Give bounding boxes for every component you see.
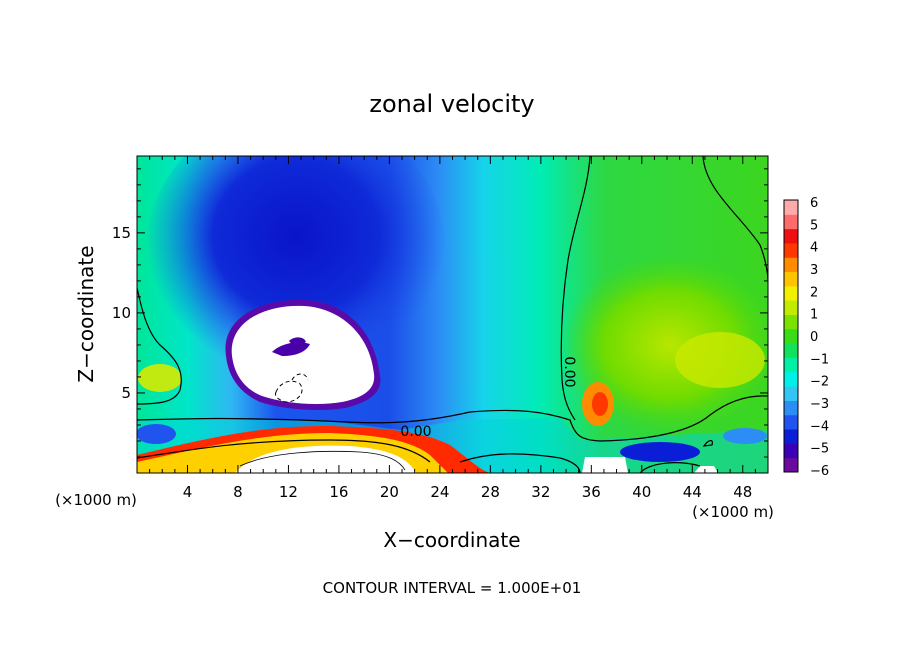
colorbar-tick-label: −2 xyxy=(810,375,829,390)
colorbar-swatch xyxy=(784,371,798,387)
x-tick-label: 20 xyxy=(380,483,399,501)
x-tick-label: 16 xyxy=(329,483,348,501)
colorbar-swatch xyxy=(784,285,798,301)
colorbar-swatch xyxy=(784,386,798,401)
y-axis: 5 10 15 xyxy=(112,168,768,458)
colorbar-tick-label: −3 xyxy=(810,397,829,412)
colorbar-swatch xyxy=(784,343,798,358)
colorbar-swatch xyxy=(784,257,798,273)
x-tick-label: 8 xyxy=(233,483,243,501)
colorbar-tick-label: 5 xyxy=(810,218,818,233)
contour-label: 0.00 xyxy=(400,424,431,440)
colorbar-tick-label: −1 xyxy=(810,352,829,367)
x-unit-label-right: (×1000 m) xyxy=(692,503,774,521)
colorbar-tick-label: 0 xyxy=(810,330,818,345)
colorbar-tick-label: 2 xyxy=(810,285,818,300)
colorbar-swatch xyxy=(784,328,798,344)
colorbar-swatch xyxy=(784,443,798,459)
colorbar-swatch xyxy=(784,271,798,287)
contour-interval-note: CONTOUR INTERVAL = 1.000E+01 xyxy=(323,579,582,597)
x-tick-label: 24 xyxy=(430,483,449,501)
x-tick-label: 48 xyxy=(733,483,752,501)
colorbar-swatch xyxy=(784,457,798,473)
x-tick-label: 44 xyxy=(683,483,702,501)
x-tick-label: 40 xyxy=(632,483,651,501)
x-tick-label: 32 xyxy=(531,483,550,501)
colorbar-swatch xyxy=(784,242,798,258)
contour-lines xyxy=(137,156,768,473)
y-tick-label: 15 xyxy=(112,224,131,242)
colorbar-tick-label: −5 xyxy=(810,442,829,457)
negative-contours xyxy=(275,373,309,403)
colorbar-tick-label: 6 xyxy=(810,196,818,211)
colorbar-swatch xyxy=(784,414,798,430)
x-tick-label: 12 xyxy=(279,483,298,501)
colorbar-tick-label: 3 xyxy=(810,263,818,278)
colorbar-tick-label: 1 xyxy=(810,308,818,323)
colorbar-tick-label: −6 xyxy=(810,464,829,479)
x-unit-label: (×1000 m) xyxy=(55,491,137,509)
y-tick-label: 5 xyxy=(121,384,131,402)
colorbar-frame xyxy=(783,199,799,473)
colorbar-swatch xyxy=(784,300,798,316)
colorbar: 6 5 4 3 2 1 0 −1 −2 −3 −4 −5 −6 xyxy=(783,196,829,479)
colorbar-swatch xyxy=(784,214,798,230)
colorbar-swatch xyxy=(784,357,798,373)
x-tick-label: 36 xyxy=(582,483,601,501)
contour-thin xyxy=(239,450,406,471)
y-axis-label: Z−coordinate xyxy=(74,245,98,382)
colorbar-swatch xyxy=(784,228,798,244)
chart-title: zonal velocity xyxy=(369,90,534,118)
colorbar-swatch xyxy=(784,314,798,330)
contour-label: 0.00 xyxy=(561,356,577,387)
x-axis: 4 8 12 16 20 24 28 32 36 40 44 48 xyxy=(149,156,756,501)
x-tick-label: 4 xyxy=(183,483,193,501)
x-tick-label: 28 xyxy=(481,483,500,501)
colorbar-swatch xyxy=(784,429,798,444)
colorbar-tick-label: 4 xyxy=(810,241,818,256)
y-tick-label: 10 xyxy=(112,304,131,322)
colorbar-tick-label: −4 xyxy=(810,419,829,434)
velocity-field xyxy=(137,156,768,473)
x-axis-label: X−coordinate xyxy=(383,528,520,552)
colorbar-swatch xyxy=(784,200,798,215)
colorbar-swatch xyxy=(784,400,798,416)
